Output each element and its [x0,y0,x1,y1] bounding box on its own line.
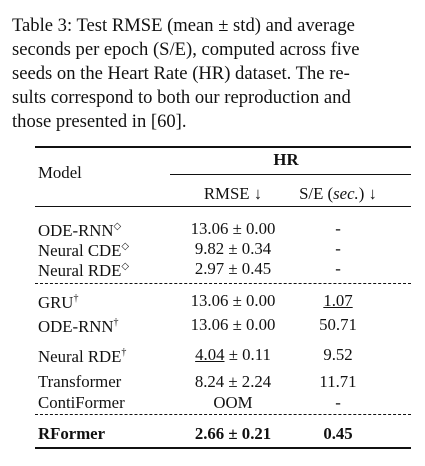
rmse-part: 13.06 [190,315,229,334]
header-rmse: RMSE ↓ [203,184,263,203]
se-cell: 9.52 [323,345,353,364]
rmse-cell: 2.97 ± 0.45 [195,259,271,279]
se-cell: 1.07 [323,291,353,310]
model-label: ODE-RNN [38,220,114,240]
rmse-part: 4.04 [195,345,225,364]
model-label: Neural RDE [38,346,122,366]
se-cell: - [335,393,341,412]
rmse-cell: 8.24 ± 2.24 [195,372,271,392]
model-name: GRU† [38,289,78,313]
top-rule [35,146,411,148]
rmse-cell: 13.06 ± 0.00 [191,315,276,335]
dashed-separator [35,414,411,415]
model-name: Neural CDE◇ [38,237,129,261]
header-model: Model [38,163,82,182]
rmse-part: 13.06 [190,291,229,310]
caption-line: seconds per epoch (S/E), computed across… [12,39,360,60]
rmse-cell: OOM [213,393,252,413]
model-label: ContiFormer [38,393,125,412]
model-mark: † [73,293,79,305]
rmse-part: 8.24 [194,372,225,391]
rmse-part: OOM [213,393,253,412]
model-label: GRU [38,292,74,312]
model-mark: ◇ [121,261,130,273]
bottom-rule [35,447,411,449]
rmse-cell: 2.66 ± 0.21 [195,424,271,444]
se-cell: 0.45 [323,424,353,443]
se-cell: 11.71 [319,372,357,391]
model-label: RFormer [38,424,106,443]
header-dataset: HR [273,150,299,169]
se-cell: 50.71 [319,315,357,334]
model-label: ODE-RNN [38,316,114,336]
caption-line: those presented in [60]. [12,111,187,132]
model-name: ODE-RNN† [38,313,119,337]
rmse-part: ± 0.00 [228,219,276,238]
model-mark: † [121,347,127,359]
se-cell: - [335,259,341,278]
model-name: Neural RDE◇ [38,257,129,281]
rmse-part: ± 0.45 [224,259,272,278]
caption-line: seeds on the Heart Rate (HR) dataset. Th… [12,63,350,84]
rmse-cell: 13.06 ± 0.00 [191,291,276,311]
se-cell: - [335,219,341,238]
rmse-part: ± 0.21 [224,424,272,443]
model-name: Neural RDE† [38,343,126,367]
mid-rule [170,174,411,175]
model-name: Transformer [38,372,121,392]
rmse-part: ± 0.34 [224,239,272,258]
header-rule [35,206,411,208]
model-label: Transformer [38,372,122,391]
se-unit: sec. [333,184,359,203]
rmse-cell: 13.06 ± 0.00 [191,219,276,239]
se-tail: ) ↓ [358,184,377,203]
rmse-part: 2.66 [194,424,225,443]
se-label: S/E ( [299,184,334,203]
se-cell: - [335,239,341,258]
rmse-part: ± 0.11 [224,345,271,364]
model-name: ODE-RNN◇ [38,217,121,241]
model-mark: ◇ [121,241,130,253]
model-name: RFormer [38,424,105,444]
rmse-cell: 9.82 ± 0.34 [195,239,271,259]
rmse-part: 9.82 [194,239,225,258]
caption-line: Table 3: Test RMSE (mean ± std) and aver… [12,15,355,36]
rmse-part: ± 2.24 [224,372,272,391]
dashed-separator [35,283,411,284]
header-se: S/E (sec.) ↓ [299,184,377,204]
model-mark: ◇ [113,221,122,233]
rmse-part: ± 0.00 [228,291,276,310]
rmse-part: 2.97 [194,259,225,278]
rmse-part: 13.06 [190,219,229,238]
model-name: ContiFormer [38,393,125,413]
model-label: Neural RDE [38,260,122,280]
model-mark: † [113,317,119,329]
caption-line: sults correspond to both our reproductio… [12,87,351,108]
rmse-part: ± 0.00 [228,315,276,334]
rmse-cell: 4.04 ± 0.11 [195,345,271,365]
model-label: Neural CDE [38,240,122,260]
